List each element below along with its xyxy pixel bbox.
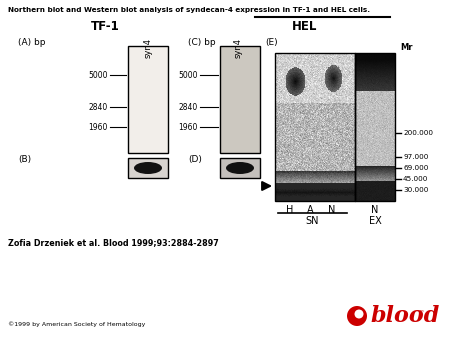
- Text: 2840: 2840: [179, 102, 198, 112]
- Text: SN: SN: [305, 216, 319, 226]
- Text: ™: ™: [418, 311, 423, 316]
- Bar: [128, 46, 168, 153]
- Text: syn4: syn4: [144, 38, 153, 58]
- Text: blood: blood: [370, 305, 439, 327]
- Text: EX: EX: [369, 216, 382, 226]
- Text: (C) bp: (C) bp: [188, 38, 216, 47]
- Ellipse shape: [226, 162, 254, 174]
- Text: Zofia Drzeniek et al. Blood 1999;93:2884-2897: Zofia Drzeniek et al. Blood 1999;93:2884…: [8, 238, 219, 247]
- Text: HEL: HEL: [292, 20, 318, 33]
- Text: 69.000: 69.000: [403, 165, 428, 171]
- Text: TF-1: TF-1: [90, 20, 119, 33]
- Text: 2840: 2840: [89, 102, 108, 112]
- Bar: [355, 53, 395, 201]
- Text: 45.000: 45.000: [403, 176, 428, 182]
- Ellipse shape: [134, 162, 162, 174]
- Text: ©1999 by American Society of Hematology: ©1999 by American Society of Hematology: [8, 321, 145, 327]
- Text: 1960: 1960: [89, 122, 108, 131]
- Bar: [220, 46, 260, 153]
- Text: (A) bp: (A) bp: [18, 38, 45, 47]
- Text: N: N: [328, 205, 336, 215]
- Text: (B): (B): [18, 155, 31, 164]
- Bar: [275, 53, 355, 201]
- Text: N: N: [371, 205, 379, 215]
- Text: Northern blot and Western blot analysis of syndecan-4 expression in TF-1 and HEL: Northern blot and Western blot analysis …: [8, 7, 370, 13]
- Text: A: A: [307, 205, 313, 215]
- Bar: [220, 158, 260, 178]
- Text: 5000: 5000: [89, 71, 108, 79]
- Text: syn4: syn4: [234, 38, 243, 58]
- Bar: [128, 158, 168, 178]
- Text: 5000: 5000: [179, 71, 198, 79]
- Text: 30.000: 30.000: [403, 187, 428, 193]
- Text: 1960: 1960: [179, 122, 198, 131]
- Text: (D): (D): [188, 155, 202, 164]
- Circle shape: [355, 310, 364, 318]
- Text: 200.000: 200.000: [403, 130, 433, 136]
- Text: H: H: [286, 205, 294, 215]
- Text: (E): (E): [265, 38, 278, 47]
- Text: Mr: Mr: [400, 43, 413, 52]
- Text: 97.000: 97.000: [403, 154, 428, 160]
- Circle shape: [347, 306, 367, 326]
